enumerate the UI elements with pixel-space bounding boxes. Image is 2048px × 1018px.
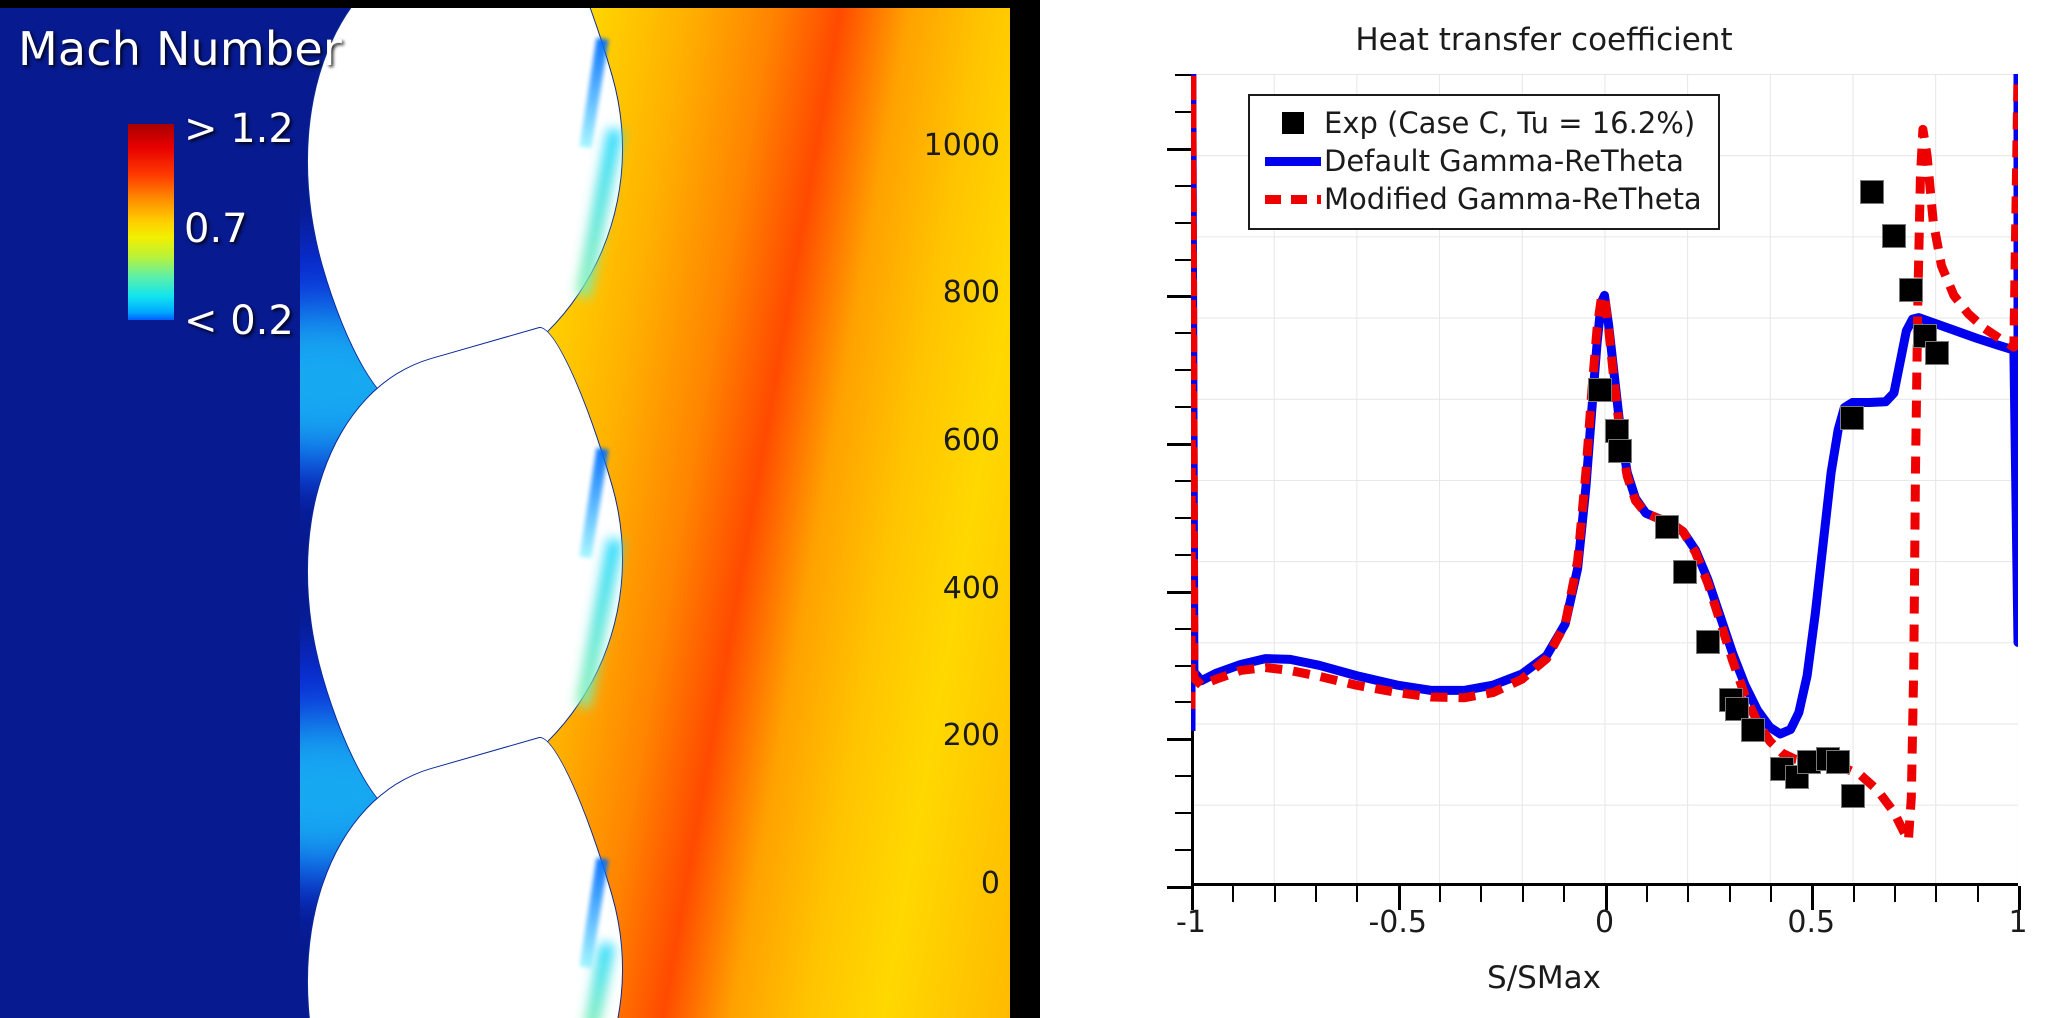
legend-item-modified: Modified Gamma-ReTheta: [1262, 180, 1702, 218]
y-tick-label: 1000: [923, 127, 1000, 163]
curves-layer: [1191, 74, 2018, 845]
y-tick-minor: [1175, 74, 1191, 76]
mach-colorbar-legend: > 1.2 0.7 < 0.2: [128, 106, 428, 406]
x-tick-minor: [1728, 886, 1731, 902]
exp-data-point: [1741, 717, 1766, 742]
x-tick-major: [1811, 886, 1815, 910]
exp-data-point: [1695, 630, 1720, 655]
htc-chart-panel: Heat transfer coefficient HTC (W/m² K) S…: [924, 0, 2048, 1018]
y-tick-minor: [1175, 480, 1191, 482]
chart-title: Heat transfer coefficient: [1355, 22, 1733, 58]
legend-marker-square-icon: [1262, 112, 1324, 134]
exp-data-point: [1654, 514, 1679, 539]
y-tick-major: [1167, 443, 1191, 447]
y-tick-minor: [1175, 664, 1191, 667]
x-axis-line: [1191, 883, 2018, 886]
colorbar-mid-label: 0.7: [184, 206, 248, 252]
x-tick-minor: [1439, 886, 1442, 902]
exp-data-point: [1826, 749, 1851, 774]
legend-label-default: Default Gamma-ReTheta: [1324, 144, 1684, 178]
cfd-contour-panel: Mach Number > 1.2 0.7 < 0.2: [0, 0, 1040, 1018]
x-tick-major: [2018, 886, 2021, 910]
exp-data-point: [1860, 180, 1885, 205]
legend-item-exp: Exp (Case C, Tu = 16.2%): [1262, 104, 1702, 142]
y-tick-major: [1167, 295, 1191, 299]
x-tick-label: -1: [1176, 905, 1206, 940]
exp-data-point: [1839, 405, 1864, 430]
x-tick-minor: [1521, 886, 1524, 902]
x-tick-minor: [1893, 886, 1896, 902]
x-tick-minor: [1935, 886, 1938, 902]
y-tick-major: [1167, 886, 1191, 889]
plot-area: Exp (Case C, Tu = 16.2%) Default Gamma-R…: [1167, 74, 2021, 910]
x-tick-minor: [1645, 886, 1648, 902]
exp-data-point: [1840, 783, 1865, 808]
x-tick-label: 1: [2008, 905, 2028, 940]
legend-line-dashed-icon: [1262, 194, 1324, 204]
legend-label-exp: Exp (Case C, Tu = 16.2%): [1324, 106, 1696, 140]
colorbar-low-label: < 0.2: [184, 298, 294, 344]
x-tick-minor: [1315, 886, 1318, 902]
x-axis-label: S/SMax: [1487, 960, 1601, 996]
chart-legend: Exp (Case C, Tu = 16.2%) Default Gamma-R…: [1248, 94, 1720, 230]
y-tick-minor: [1175, 849, 1191, 852]
colorbar-high-label: > 1.2: [184, 106, 294, 152]
exp-data-point: [1899, 277, 1924, 302]
y-tick-label: 600: [942, 423, 1000, 459]
exp-data-point: [1881, 224, 1906, 249]
x-tick-minor: [1480, 886, 1483, 902]
x-tick-minor: [1852, 886, 1855, 902]
x-tick-major: [1397, 886, 1401, 910]
y-tick-label: 400: [942, 570, 1000, 606]
x-tick-minor: [1769, 886, 1772, 902]
y-tick-minor: [1175, 775, 1191, 778]
mach-contour-field: Mach Number > 1.2 0.7 < 0.2: [0, 8, 1010, 1018]
x-tick-major: [1604, 886, 1608, 910]
colorbar-gradient: [128, 124, 174, 320]
legend-label-modified: Modified Gamma-ReTheta: [1324, 182, 1702, 216]
exp-data-point: [1673, 559, 1698, 584]
y-tick-minor: [1175, 332, 1191, 335]
y-tick-minor: [1175, 369, 1191, 372]
x-tick-minor: [1273, 886, 1276, 902]
x-tick-major: [1191, 886, 1194, 910]
y-tick-major: [1167, 590, 1191, 594]
exp-data-point: [1925, 341, 1950, 366]
y-tick-minor: [1175, 221, 1191, 224]
y-tick-major: [1167, 147, 1191, 151]
y-tick-minor: [1175, 184, 1191, 187]
y-tick-label: 800: [942, 275, 1000, 311]
exp-data-point: [1724, 696, 1749, 721]
y-tick-label: 200: [942, 718, 1000, 754]
legend-line-solid-icon: [1262, 156, 1324, 166]
y-tick-minor: [1175, 516, 1191, 519]
x-tick-minor: [1563, 886, 1566, 902]
curve-modified-gamma-retheta: [1191, 74, 2018, 845]
y-tick-minor: [1175, 812, 1191, 815]
x-tick-minor: [1356, 886, 1359, 902]
cfd-panel-title: Mach Number: [18, 22, 342, 76]
y-tick-minor: [1175, 258, 1191, 261]
y-tick-minor: [1175, 110, 1191, 113]
y-tick-minor: [1175, 627, 1191, 630]
x-tick-minor: [1976, 886, 1979, 902]
x-tick-minor: [1687, 886, 1690, 902]
y-tick-minor: [1175, 701, 1191, 704]
y-tick-label: 0: [980, 866, 1000, 901]
x-tick-label: 0: [1594, 905, 1615, 940]
y-tick-major: [1167, 738, 1191, 742]
exp-data-point: [1608, 439, 1633, 464]
x-tick-label: -0.5: [1368, 905, 1428, 940]
y-tick-minor: [1175, 406, 1191, 409]
y-tick-minor: [1175, 553, 1191, 556]
exp-data-point: [1587, 377, 1612, 402]
legend-item-default: Default Gamma-ReTheta: [1262, 142, 1702, 180]
x-tick-label: 0.5: [1787, 905, 1836, 940]
x-tick-minor: [1232, 886, 1235, 902]
